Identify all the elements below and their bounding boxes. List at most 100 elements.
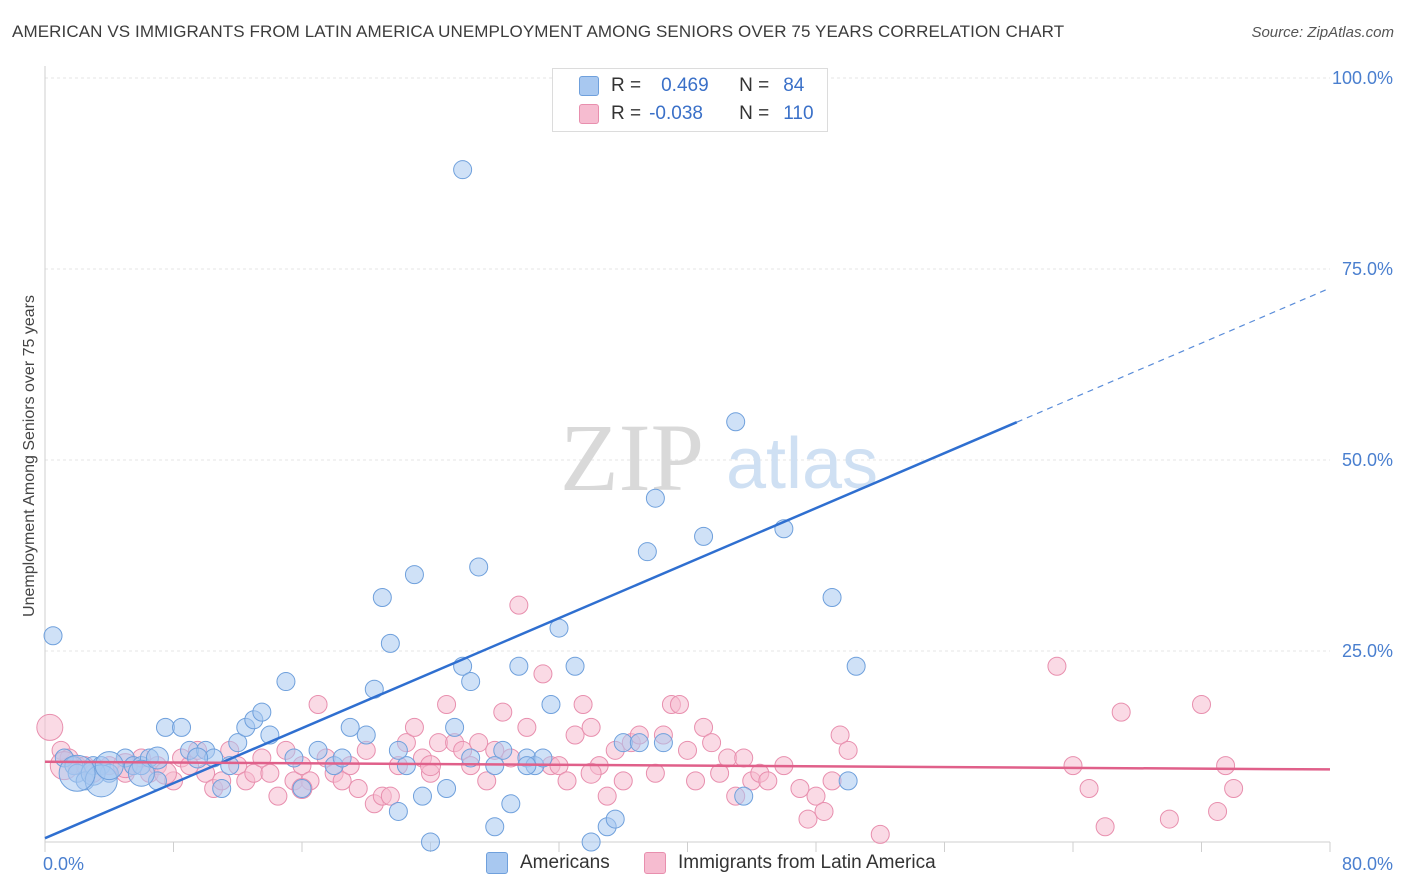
immigrants-point	[1111, 702, 1131, 722]
legend-immigrants-label: Immigrants from Latin America	[678, 852, 936, 873]
americans-point	[533, 748, 553, 768]
watermark-zip: ZIP	[560, 404, 704, 511]
immigrants-point	[557, 771, 577, 791]
y-tick-label: 25.0%	[1342, 641, 1393, 661]
americans-point	[694, 526, 714, 546]
immigrants-point	[822, 771, 842, 791]
immigrants-point	[1079, 779, 1099, 799]
americans-point	[43, 626, 63, 646]
immigrants-point	[580, 762, 602, 784]
americans-point	[726, 412, 746, 432]
americans-point	[94, 751, 124, 781]
immigrants-point	[268, 786, 288, 806]
immigrants-point	[1047, 656, 1067, 676]
americans-point	[509, 656, 529, 676]
americans-point	[396, 756, 416, 776]
immigrants-point	[581, 717, 601, 737]
americans-trend-extension	[1016, 287, 1331, 423]
americans-point	[461, 672, 481, 692]
americans-point	[388, 801, 408, 821]
immigrants-point	[790, 779, 810, 799]
immigrants-point	[1208, 801, 1228, 821]
series-legend: Americans Immigrants from Latin America	[0, 852, 1406, 878]
immigrants-point	[669, 694, 689, 714]
americans-point	[421, 832, 440, 852]
americans-r-value: 0.469	[661, 75, 709, 96]
americans-point	[822, 588, 842, 608]
immigrants-point	[509, 595, 529, 615]
americans-point	[645, 488, 665, 508]
americans-point	[380, 633, 400, 653]
americans-point	[308, 740, 328, 760]
americans-point	[581, 832, 601, 852]
axes	[44, 66, 1331, 852]
americans-point	[388, 740, 408, 760]
legend-row-americans: R = 0.469 N = 84	[553, 72, 804, 100]
legend-item-americans: Americans	[486, 852, 610, 874]
americans-point	[276, 672, 296, 692]
immigrants-point	[493, 702, 513, 722]
immigrants-point	[565, 725, 585, 745]
y-tick-label: 100.0%	[1332, 68, 1393, 88]
americans-point	[127, 759, 155, 787]
correlation-legend: R = 0.469 N = 84 R = -0.038 N = 110	[552, 68, 828, 132]
immigrants-point	[36, 713, 64, 741]
chart-title: AMERICAN VS IMMIGRANTS FROM LATIN AMERIC…	[12, 22, 1065, 41]
immigrants-point	[348, 779, 368, 799]
immigrants-n-value: 110	[783, 103, 814, 124]
immigrants-point	[870, 824, 890, 844]
immigrants-point	[469, 733, 489, 753]
y-tick-label: 75.0%	[1342, 259, 1393, 279]
americans-point	[453, 160, 473, 180]
americans-point	[412, 786, 432, 806]
immigrants-r-label: R =	[611, 103, 642, 124]
x-tick-label-max: 80.0%	[1342, 854, 1393, 874]
immigrants-point	[517, 717, 537, 737]
americans-point	[228, 733, 248, 753]
immigrants-points	[36, 595, 1244, 844]
americans-point	[541, 694, 561, 714]
americans-point	[469, 557, 489, 577]
trend-lines	[44, 287, 1331, 840]
immigrants-point	[798, 809, 818, 829]
americans-point	[58, 754, 96, 792]
immigrants-point	[645, 763, 665, 783]
americans-r-label: R =	[611, 75, 642, 96]
immigrants-point	[1063, 756, 1083, 776]
americans-point	[155, 717, 175, 737]
legend-americans-label: Americans	[520, 852, 610, 873]
immigrants-point	[1216, 756, 1236, 776]
immigrants-point	[437, 694, 457, 714]
americans-point	[404, 565, 424, 585]
immigrants-point	[533, 664, 553, 684]
immigrants-point	[380, 786, 400, 806]
americans-point	[565, 656, 585, 676]
americans-trend-line	[44, 421, 1018, 840]
americans-swatch	[579, 76, 599, 96]
americans-point	[212, 779, 232, 799]
immigrants-point	[702, 733, 722, 753]
watermark-atlas: atlas	[726, 424, 878, 504]
x-tick-label-min: 0.0%	[43, 854, 84, 874]
americans-point	[252, 702, 272, 722]
watermark: ZIP atlas	[560, 404, 878, 511]
americans-point	[734, 786, 754, 806]
immigrants-point	[260, 763, 280, 783]
immigrants-point	[758, 771, 778, 791]
immigrants-point	[1192, 694, 1211, 714]
immigrants-trend-line	[44, 760, 1331, 771]
immigrants-point	[1095, 817, 1115, 837]
immigrants-n-label: N =	[739, 103, 770, 124]
immigrants-point	[1159, 809, 1179, 829]
americans-point	[461, 748, 481, 768]
legend-row-immigrants: R = -0.038 N = 110	[553, 100, 814, 128]
immigrants-point	[420, 755, 441, 777]
immigrants-point	[806, 786, 826, 806]
americans-point	[172, 717, 192, 737]
legend-immigrants-swatch	[644, 852, 666, 874]
americans-point	[340, 717, 360, 737]
immigrants-point	[838, 740, 858, 760]
americans-point	[187, 747, 209, 769]
americans-point	[437, 779, 457, 799]
